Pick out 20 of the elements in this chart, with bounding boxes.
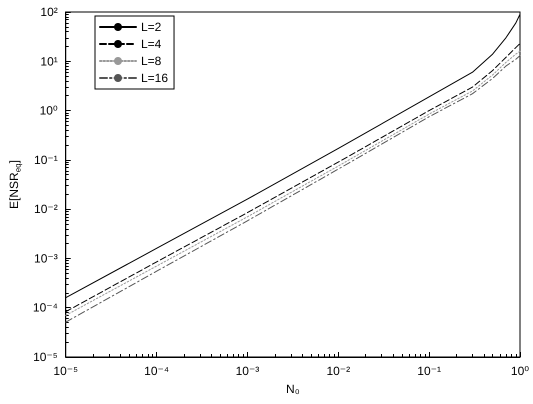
legend-label: L=4	[141, 37, 162, 51]
y-tick-label: 10⁰	[40, 104, 58, 118]
y-tick-label: 10²	[40, 5, 58, 19]
x-tick-label: 10⁻⁴	[144, 364, 170, 378]
x-axis-title: N₀	[286, 382, 300, 396]
legend-label: L=8	[141, 54, 162, 68]
y-tick-label: 10¹	[40, 54, 58, 68]
y-tick-label: 10⁻³	[34, 251, 58, 266]
y-tick-label: 10⁻⁵	[33, 350, 58, 364]
y-tick-label: 10⁻²	[34, 202, 58, 216]
y-tick-label: 10⁻¹	[34, 152, 58, 167]
x-tick-label: 10⁻³	[236, 364, 260, 378]
x-tick-label: 10⁰	[510, 364, 530, 378]
x-tick-label: 10⁻²	[326, 364, 350, 378]
legend-label: L=2	[141, 20, 162, 34]
y-axis-title: E[NSReq]	[7, 160, 22, 209]
x-tick-label: 10⁻¹	[417, 364, 441, 378]
legend-label: L=16	[141, 71, 168, 85]
y-tick-label: 10⁻⁴	[32, 300, 58, 315]
x-tick-label: 10⁻⁵	[53, 364, 78, 378]
